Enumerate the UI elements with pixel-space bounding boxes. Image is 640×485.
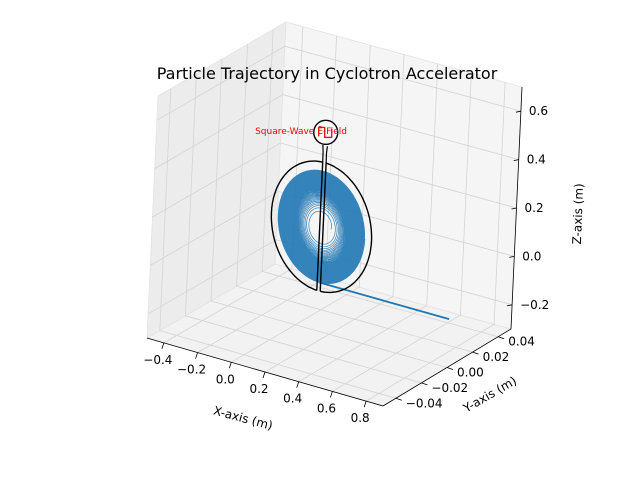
x-tick-label: 0.2: [249, 382, 268, 396]
x-tick: [263, 372, 265, 378]
z-axis-label: Z-axis (m): [570, 183, 586, 245]
z-tick-label: 0.6: [529, 104, 548, 118]
x-tick: [229, 362, 231, 368]
y-tick: [473, 352, 479, 354]
x-tick-label: −0.4: [143, 353, 172, 367]
y-tick: [498, 337, 504, 339]
y-tick-label: 0.04: [508, 335, 535, 349]
y-tick-label: 0.02: [483, 350, 510, 364]
field-source-label: Square-Wave Ē-Field: [255, 126, 347, 137]
z-tick-label: 0.2: [525, 201, 544, 215]
x-tick: [364, 401, 366, 407]
y-tick-label: −0.02: [431, 381, 468, 395]
y-tick: [447, 368, 453, 370]
y-axis-label: Y-axis (m): [460, 374, 519, 416]
x-tick: [162, 343, 164, 349]
x-tick-label: 0.4: [283, 392, 302, 406]
x-axis-label: X-axis (m): [212, 403, 274, 432]
chart-title: Particle Trajectory in Cyclotron Acceler…: [157, 64, 498, 83]
x-tick: [297, 382, 299, 388]
x-tick-label: 0.0: [216, 372, 235, 386]
z-tick-label: −0.2: [520, 298, 549, 312]
y-tick: [396, 398, 402, 400]
y-tick: [421, 383, 427, 385]
x-tick-label: −0.2: [177, 363, 206, 377]
x-tick: [330, 391, 332, 397]
y-tick-label: −0.04: [406, 396, 443, 410]
x-tick: [196, 353, 198, 359]
z-tick-label: 0.4: [527, 153, 546, 167]
z-tick-label: 0.0: [522, 249, 541, 263]
y-tick-label: 0.00: [457, 366, 484, 380]
x-tick-label: 0.6: [317, 401, 336, 415]
x-tick-label: 0.8: [351, 411, 370, 425]
